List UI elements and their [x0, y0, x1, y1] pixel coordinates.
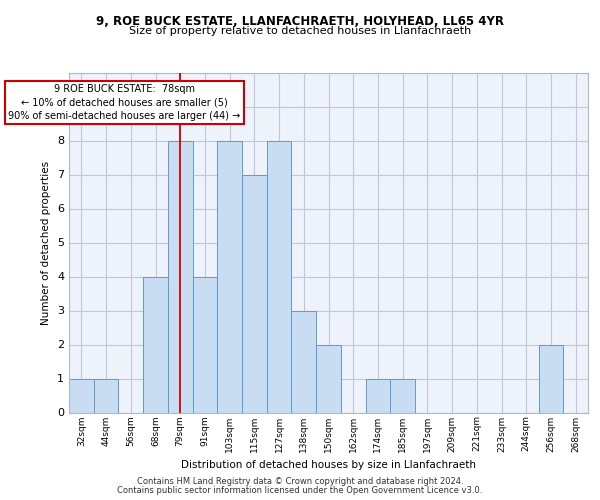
Bar	[365, 378, 390, 412]
Bar	[539, 344, 563, 412]
Bar	[390, 378, 415, 412]
Y-axis label: Number of detached properties: Number of detached properties	[41, 160, 52, 324]
Text: Contains public sector information licensed under the Open Government Licence v3: Contains public sector information licen…	[118, 486, 482, 495]
Bar	[69, 378, 94, 412]
X-axis label: Distribution of detached houses by size in Llanfachraeth: Distribution of detached houses by size …	[181, 460, 476, 470]
Bar	[217, 140, 242, 412]
Text: 9, ROE BUCK ESTATE, LLANFACHRAETH, HOLYHEAD, LL65 4YR: 9, ROE BUCK ESTATE, LLANFACHRAETH, HOLYH…	[96, 15, 504, 28]
Text: Contains HM Land Registry data © Crown copyright and database right 2024.: Contains HM Land Registry data © Crown c…	[137, 477, 463, 486]
Bar	[168, 140, 193, 412]
Bar	[292, 310, 316, 412]
Text: Size of property relative to detached houses in Llanfachraeth: Size of property relative to detached ho…	[129, 26, 471, 36]
Bar	[193, 276, 217, 412]
Bar	[242, 174, 267, 412]
Bar	[143, 276, 168, 412]
Bar	[267, 140, 292, 412]
Text: 9 ROE BUCK ESTATE:  78sqm
← 10% of detached houses are smaller (5)
90% of semi-d: 9 ROE BUCK ESTATE: 78sqm ← 10% of detach…	[8, 84, 241, 121]
Bar	[316, 344, 341, 412]
Bar	[94, 378, 118, 412]
